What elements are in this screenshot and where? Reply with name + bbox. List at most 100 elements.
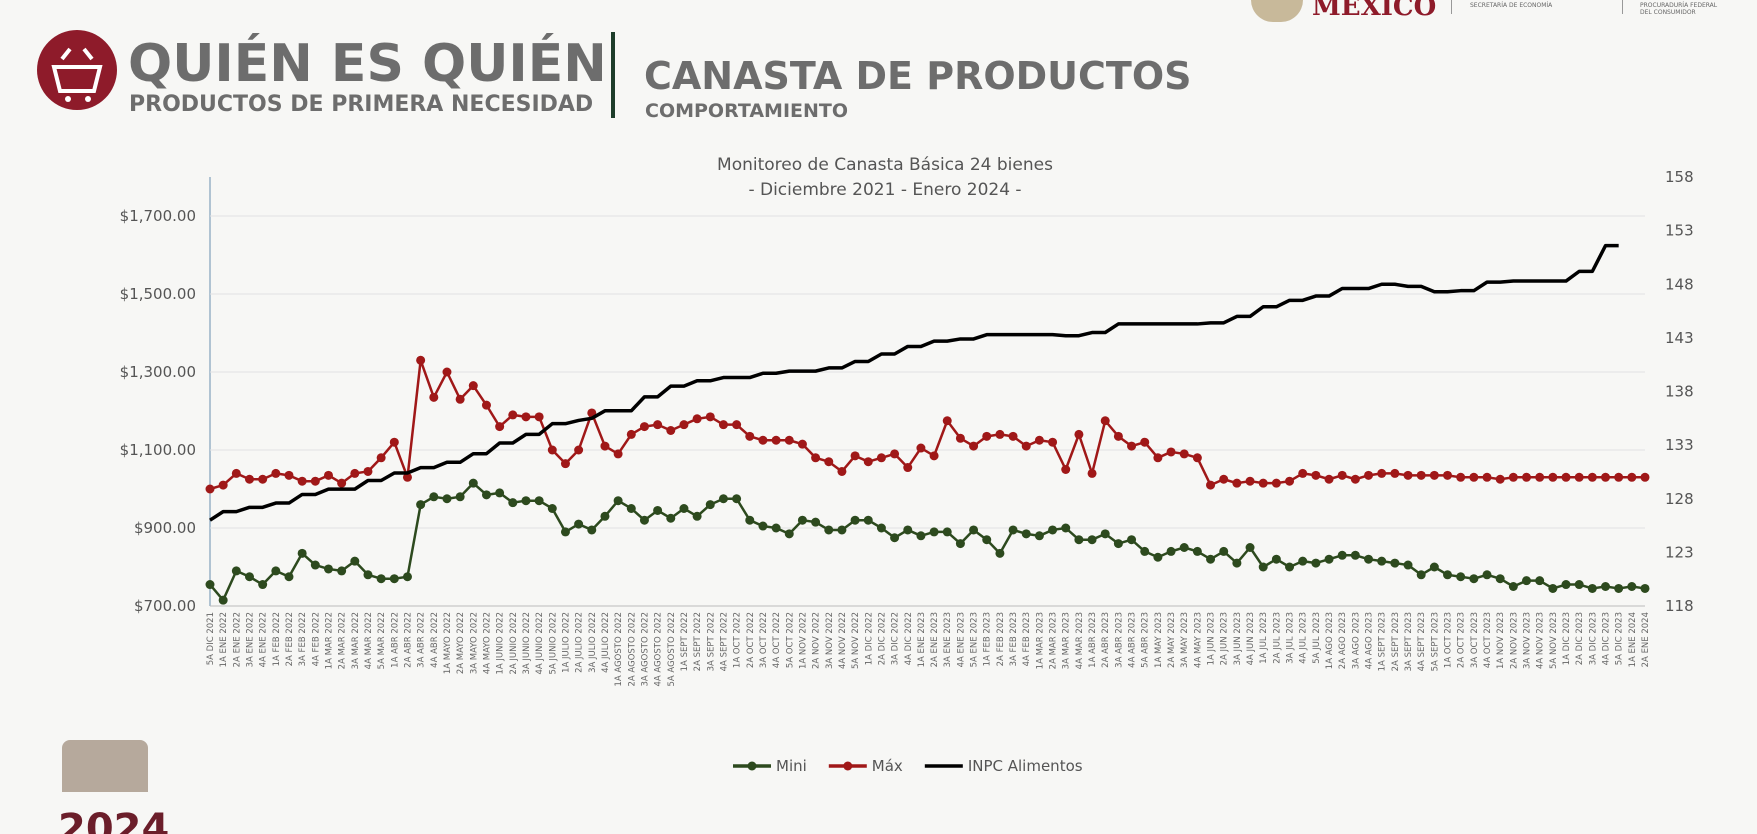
data-point	[350, 556, 360, 566]
data-point	[824, 525, 834, 535]
data-point	[718, 420, 728, 430]
data-point	[1232, 558, 1242, 568]
x-tick-label: 4A DIC 2022	[904, 612, 914, 665]
data-point	[534, 496, 544, 506]
x-tick-label: 2A JUN 2023	[1220, 612, 1230, 665]
data-point	[811, 517, 821, 527]
data-point	[1469, 472, 1479, 482]
x-tick-label: 1A JULIO 2022	[561, 612, 571, 673]
x-tick-label: 5A JUL 2023	[1312, 612, 1322, 664]
data-point	[1508, 582, 1518, 591]
data-point	[1535, 472, 1545, 482]
data-point	[1127, 441, 1137, 451]
data-point	[508, 498, 518, 508]
legend-label: Máx	[872, 757, 903, 775]
data-point	[481, 400, 491, 410]
data-point	[1587, 583, 1597, 593]
data-point	[1337, 470, 1347, 480]
legend-marker	[747, 761, 757, 771]
data-point	[811, 453, 821, 463]
data-point	[1495, 474, 1505, 484]
x-tick-label: 4A JUL 2023	[1299, 612, 1309, 664]
data-point	[1495, 574, 1505, 584]
data-point	[218, 595, 228, 605]
legend-marker	[843, 761, 853, 771]
x-tick-label: 3A JUN 2023	[1233, 612, 1243, 665]
data-point	[1601, 472, 1611, 482]
data-point	[1034, 531, 1044, 541]
data-point	[258, 474, 268, 484]
series-line	[209, 243, 1619, 522]
data-point	[639, 422, 649, 432]
x-tick-label: 3A DIC 2022	[891, 612, 901, 665]
y2-tick-label: 153	[1665, 222, 1694, 240]
x-tick-label: 1A JUNIO 2022	[496, 612, 506, 675]
data-point	[218, 480, 228, 490]
data-point	[547, 445, 557, 455]
data-point	[1153, 453, 1163, 463]
data-point	[495, 488, 505, 498]
data-point	[982, 535, 992, 545]
data-point	[534, 412, 544, 422]
x-tick-label: 5A ABR 2023	[1141, 612, 1151, 668]
data-point	[600, 441, 610, 451]
y-tick-label: $900.00	[134, 519, 196, 537]
data-point	[1258, 478, 1268, 488]
x-tick-label: 2A ENE 2024	[1641, 612, 1651, 667]
y2-tick-label: 133	[1665, 436, 1694, 454]
data-point	[1140, 546, 1150, 556]
data-point	[521, 496, 531, 506]
data-point	[1113, 539, 1123, 549]
data-point	[402, 472, 412, 482]
data-point	[310, 476, 320, 486]
data-point	[1390, 558, 1400, 568]
divider	[1451, 0, 1452, 14]
x-tick-label: 4A NOV 2022	[838, 612, 848, 669]
x-tick-label: 2A FEB 2022	[285, 612, 295, 666]
agency: PROCURADURÍA FEDERAL DEL CONSUMIDOR	[1640, 2, 1718, 16]
data-point	[1587, 472, 1597, 482]
data-point	[903, 525, 913, 535]
data-point	[1206, 480, 1216, 490]
x-tick-label: 1A NOV 2022	[798, 612, 808, 669]
data-point	[1390, 468, 1400, 478]
data-point	[666, 513, 676, 523]
y-tick-label: $1,100.00	[120, 441, 196, 459]
data-point	[626, 504, 636, 513]
data-point	[1048, 525, 1058, 535]
data-point	[771, 523, 781, 533]
x-tick-label: 3A NOV 2022	[825, 612, 835, 669]
data-point	[1443, 570, 1453, 580]
data-point	[1166, 447, 1176, 457]
y-tick-label: $1,500.00	[120, 285, 196, 303]
data-point	[389, 574, 399, 584]
data-point	[350, 468, 360, 478]
x-tick-label: 5A NOV 2023	[1549, 612, 1559, 669]
data-point	[1298, 556, 1308, 566]
data-point	[745, 515, 755, 525]
data-point	[863, 515, 873, 525]
data-point	[692, 511, 702, 521]
data-point	[1601, 582, 1611, 591]
data-point	[876, 453, 886, 463]
data-point	[1179, 543, 1189, 552]
data-point	[284, 470, 294, 480]
data-point	[244, 572, 254, 582]
data-point	[1429, 562, 1439, 572]
data-point	[1324, 474, 1334, 484]
data-point	[639, 515, 649, 525]
data-point	[1192, 453, 1202, 463]
x-tick-label: 5A DIC 2021	[206, 612, 216, 665]
data-point	[679, 420, 689, 430]
data-point	[1127, 535, 1137, 545]
data-point	[1074, 429, 1084, 439]
chart-subtitle: - Diciembre 2021 - Enero 2024 -	[748, 180, 1021, 200]
x-tick-label: 1A NOV 2023	[1496, 612, 1506, 669]
data-point	[876, 523, 886, 533]
data-point	[323, 564, 333, 574]
x-tick-label: 2A ABR 2022	[403, 612, 413, 668]
data-point	[1403, 470, 1413, 480]
data-point	[824, 457, 834, 467]
data-point	[389, 437, 399, 447]
y2-tick-label: 123	[1665, 543, 1694, 561]
